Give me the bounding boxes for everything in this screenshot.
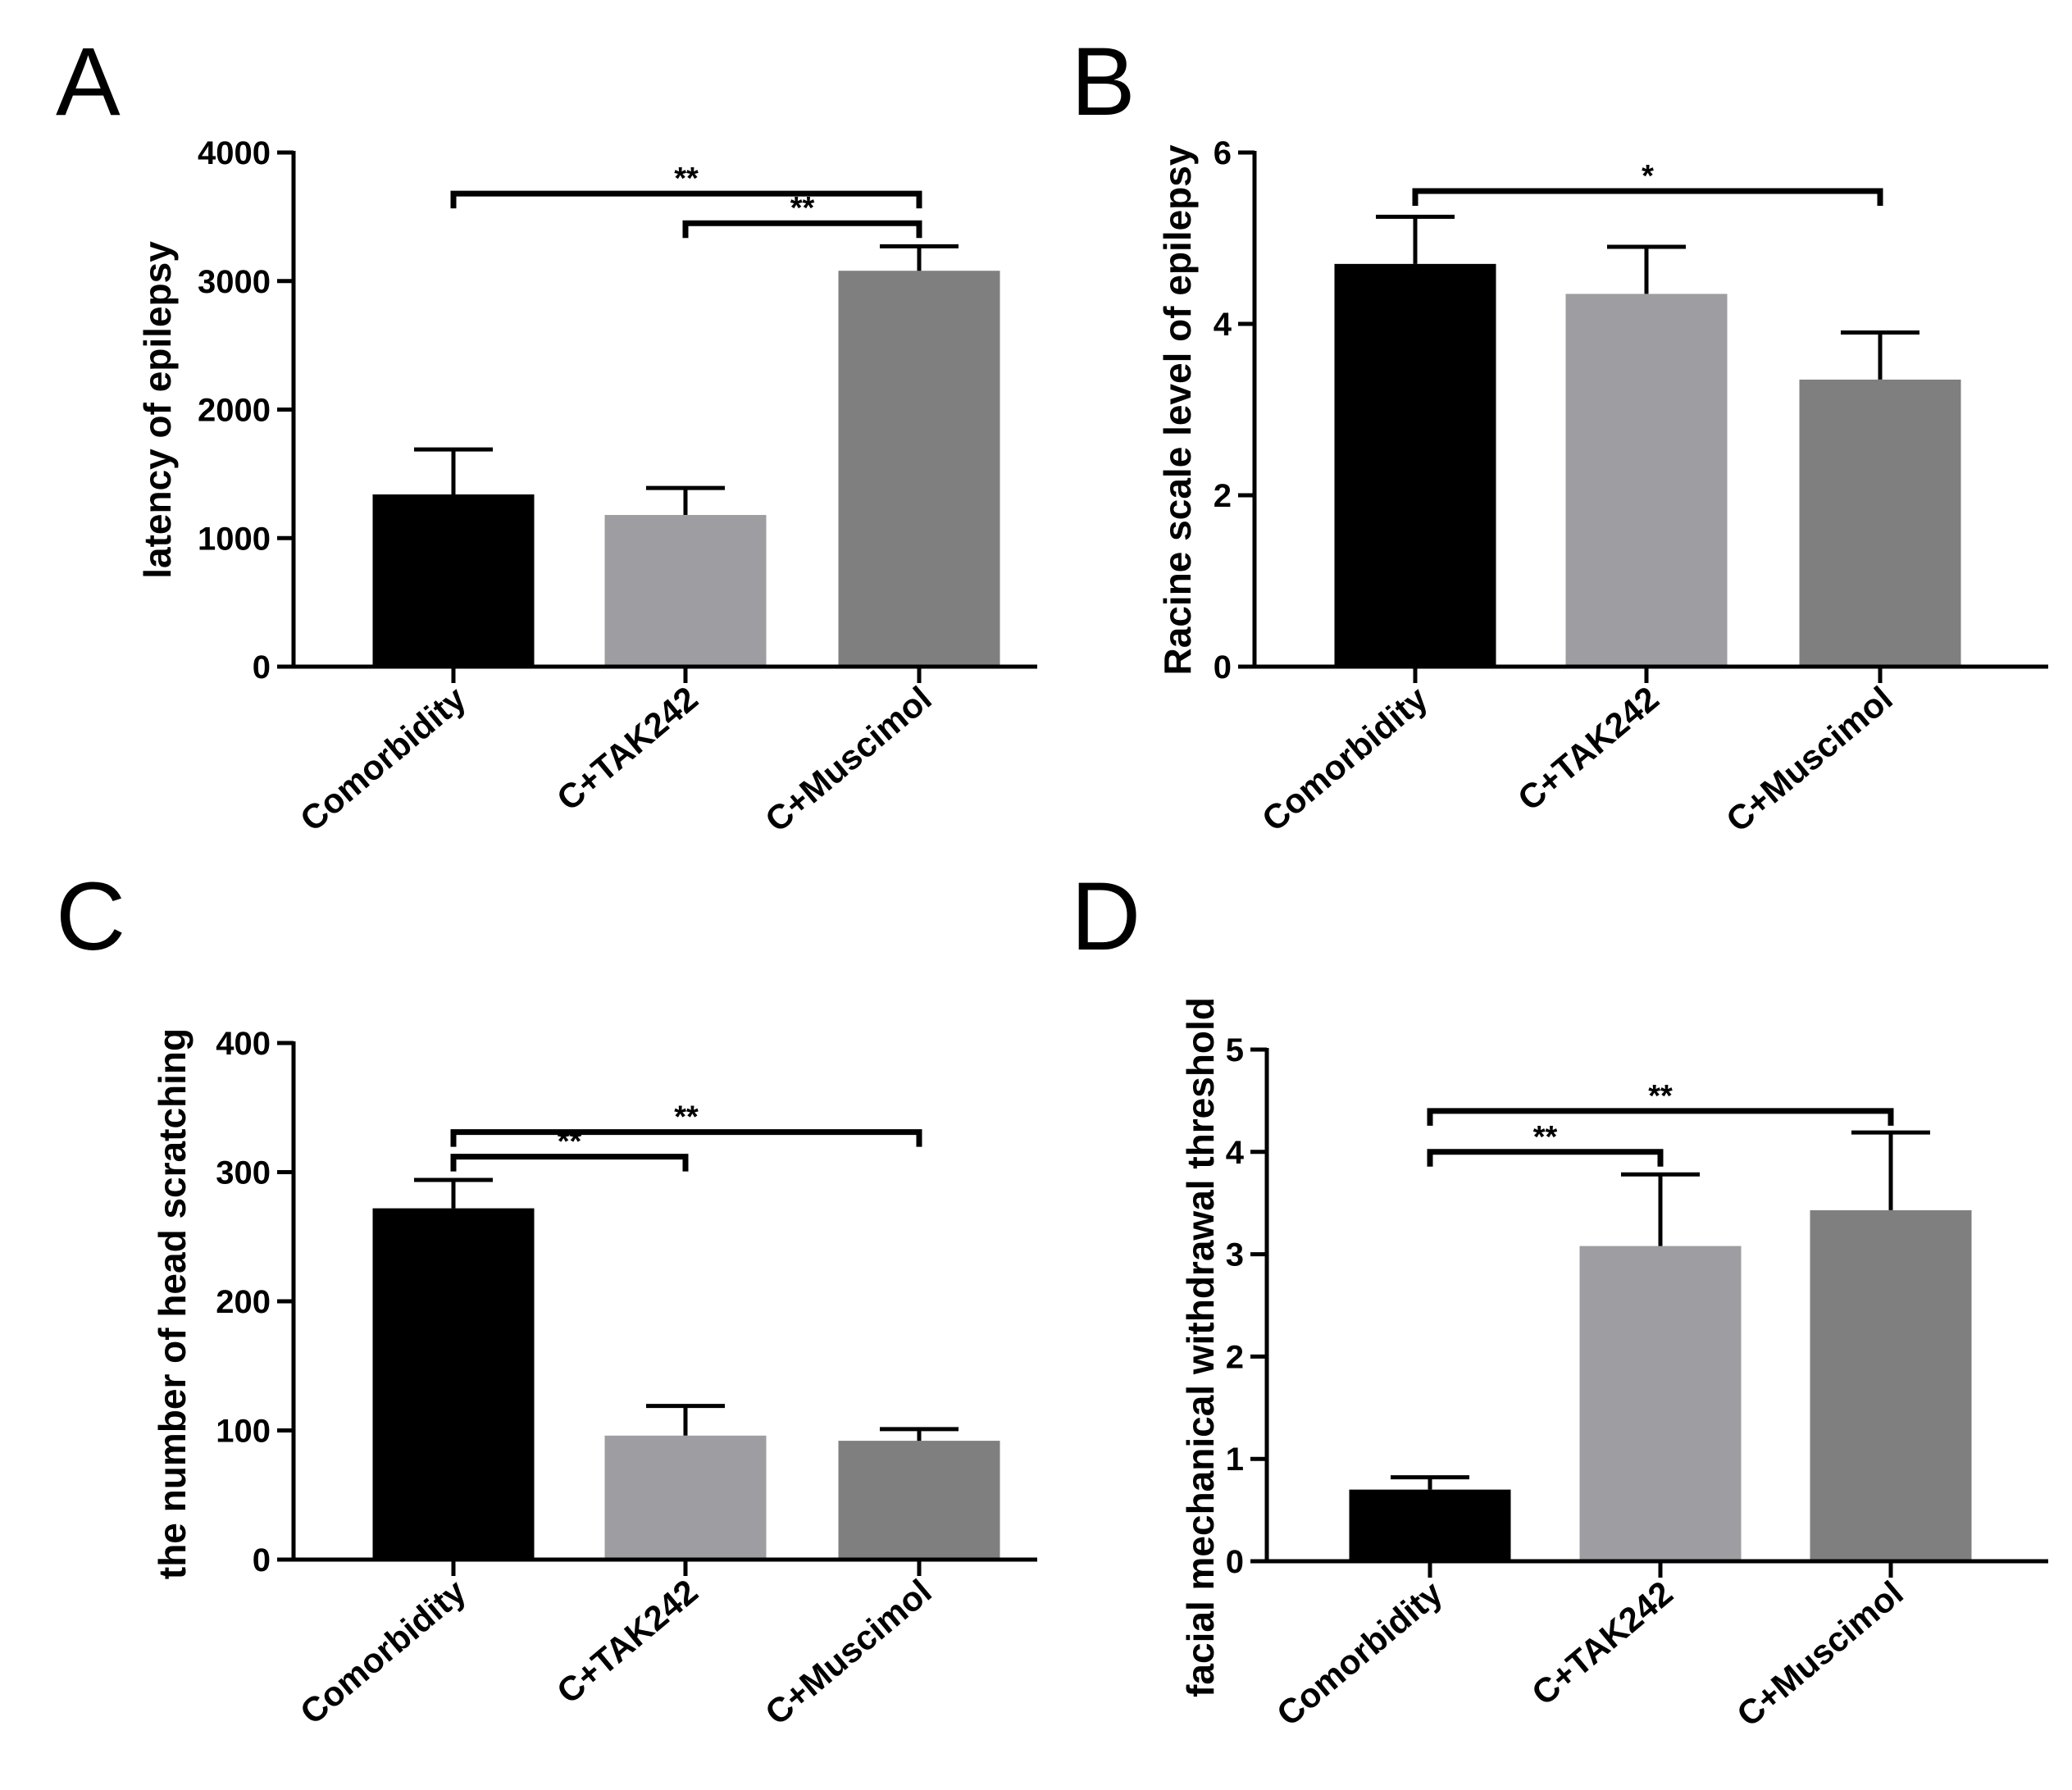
bar-b-1 bbox=[1565, 294, 1728, 667]
panel-c: C the number of head scratching 0 100 200 3… bbox=[56, 863, 1037, 1733]
x-tick-label-d-0: Comorbidity bbox=[1269, 1573, 1450, 1733]
y-tick-label-c-0: 0 bbox=[253, 1542, 271, 1578]
panel-label-b: B bbox=[1071, 28, 1136, 136]
y-tick-label-d-5: 5 bbox=[1226, 1032, 1244, 1068]
x-tick-label-a-0: Comorbidity bbox=[293, 678, 473, 838]
significance-bracket-c-1 bbox=[450, 1154, 689, 1172]
y-tick-label-c-4: 400 bbox=[216, 1026, 271, 1062]
x-tick-label-d-2: C+Muscimol bbox=[1729, 1574, 1910, 1734]
y-tick-label-a-1: 1000 bbox=[198, 521, 271, 557]
y-axis-label-b: Racine scale level of epilepsy bbox=[1156, 144, 1199, 675]
panel-b: B Racine scale level of epilepsy 0 2 4 6 Com… bbox=[1071, 28, 2048, 840]
bar-c-0 bbox=[372, 1208, 535, 1560]
panel-a: A latency of epilepsy 0 1000 2000 3000 4000 C… bbox=[56, 28, 1037, 840]
y-tick-label-a-2: 2000 bbox=[198, 393, 271, 429]
y-tick-label-d-0: 0 bbox=[1226, 1544, 1244, 1580]
bar-a-2 bbox=[838, 271, 1000, 667]
y-tick-label-d-2: 2 bbox=[1226, 1339, 1244, 1375]
y-tick-label-b-2: 4 bbox=[1214, 307, 1232, 343]
panel-d: D facial mechanical withdrawal threshold… bbox=[1071, 863, 2048, 1734]
x-tick-label-a-2: C+Muscimol bbox=[758, 679, 939, 840]
plot-area-c: 0 100 200 300 400 Comorbidity C+TAK242 C+Muscim… bbox=[216, 1026, 1037, 1733]
bar-b-0 bbox=[1334, 263, 1496, 667]
plot-area-a: 0 1000 2000 3000 4000 Comorbidity C+TAK242 C+Mu… bbox=[198, 135, 1037, 840]
plot-area-b: 0 2 4 6 Comorbidity C+TAK242 C+Muscimol * bbox=[1214, 135, 2048, 840]
x-tick-label-c-0: Comorbidity bbox=[293, 1571, 473, 1731]
significance-bracket-c-0 bbox=[450, 1129, 922, 1147]
error-bar-a-1 bbox=[646, 485, 725, 516]
bar-a-0 bbox=[372, 494, 535, 667]
plot-area-d: 0 1 2 3 4 5 Comorbidity C+TAK242 C+Muscimol ** ** bbox=[1226, 1032, 2048, 1734]
significance-label-a-1: ** bbox=[790, 191, 815, 225]
y-tick-label-d-1: 1 bbox=[1226, 1442, 1244, 1478]
panel-label-d: D bbox=[1071, 863, 1141, 971]
x-tick-label-a-1: C+TAK242 bbox=[549, 679, 705, 818]
bar-b-2 bbox=[1799, 379, 1961, 667]
error-bar-c-0 bbox=[414, 1177, 493, 1209]
y-tick-label-a-4: 4000 bbox=[198, 135, 271, 171]
error-bar-d-1 bbox=[1621, 1172, 1700, 1246]
y-tick-label-d-3: 3 bbox=[1226, 1237, 1244, 1273]
y-tick-label-a-3: 3000 bbox=[198, 264, 271, 300]
error-bar-b-1 bbox=[1607, 244, 1686, 294]
bar-a-1 bbox=[604, 515, 767, 667]
bar-c-1 bbox=[604, 1435, 767, 1560]
error-bar-d-2 bbox=[1851, 1130, 1930, 1210]
significance-label-d-1: ** bbox=[1533, 1120, 1558, 1155]
significance-label-d-0: ** bbox=[1648, 1079, 1673, 1114]
error-bar-a-0 bbox=[414, 447, 493, 494]
significance-label-c-0: ** bbox=[674, 1100, 699, 1135]
x-tick-label-c-2: C+Muscimol bbox=[758, 1572, 939, 1733]
y-tick-label-b-1: 2 bbox=[1214, 478, 1232, 514]
y-tick-label-d-4: 4 bbox=[1226, 1135, 1245, 1171]
error-bar-d-0 bbox=[1391, 1475, 1469, 1490]
x-tick-label-b-2: C+Muscimol bbox=[1719, 679, 1900, 840]
error-bar-b-0 bbox=[1376, 214, 1455, 264]
y-axis-label-d: facial mechanical withdrawal threshold bbox=[1179, 997, 1222, 1697]
y-tick-label-b-0: 0 bbox=[1214, 649, 1232, 685]
error-bar-c-1 bbox=[646, 1404, 725, 1436]
significance-bracket-a-1 bbox=[682, 220, 922, 239]
x-tick-label-b-0: Comorbidity bbox=[1255, 678, 1435, 838]
error-bar-c-2 bbox=[880, 1427, 959, 1442]
error-bar-a-2 bbox=[880, 244, 959, 271]
y-axis-label-a: latency of epilepsy bbox=[136, 241, 179, 579]
significance-bracket-d-1 bbox=[1427, 1149, 1664, 1167]
significance-label-c-1: ** bbox=[558, 1125, 582, 1159]
bar-c-2 bbox=[838, 1441, 1000, 1560]
significance-bracket-a-0 bbox=[450, 190, 922, 209]
panel-label-c: C bbox=[56, 863, 125, 971]
y-tick-label-a-0: 0 bbox=[253, 649, 271, 685]
y-tick-label-c-2: 200 bbox=[216, 1284, 271, 1320]
y-tick-label-c-3: 300 bbox=[216, 1155, 271, 1191]
error-bar-b-2 bbox=[1841, 330, 1919, 380]
panel-label-a: A bbox=[56, 28, 121, 136]
x-tick-label-c-1: C+TAK242 bbox=[549, 1572, 705, 1711]
y-tick-label-c-1: 100 bbox=[216, 1414, 271, 1450]
significance-label-a-0: ** bbox=[674, 162, 699, 196]
bar-d-0 bbox=[1349, 1489, 1511, 1561]
significance-bracket-b-0 bbox=[1412, 188, 1883, 207]
x-tick-label-d-1: C+TAK242 bbox=[1524, 1574, 1680, 1713]
significance-label-b-0: * bbox=[1642, 159, 1654, 194]
x-tick-label-b-1: C+TAK242 bbox=[1510, 679, 1666, 818]
bar-d-1 bbox=[1579, 1246, 1742, 1561]
y-tick-label-b-3: 6 bbox=[1214, 135, 1232, 171]
significance-bracket-d-0 bbox=[1427, 1108, 1894, 1126]
bar-d-2 bbox=[1810, 1209, 1972, 1561]
y-axis-label-c: the number of head scratching bbox=[151, 1028, 194, 1579]
